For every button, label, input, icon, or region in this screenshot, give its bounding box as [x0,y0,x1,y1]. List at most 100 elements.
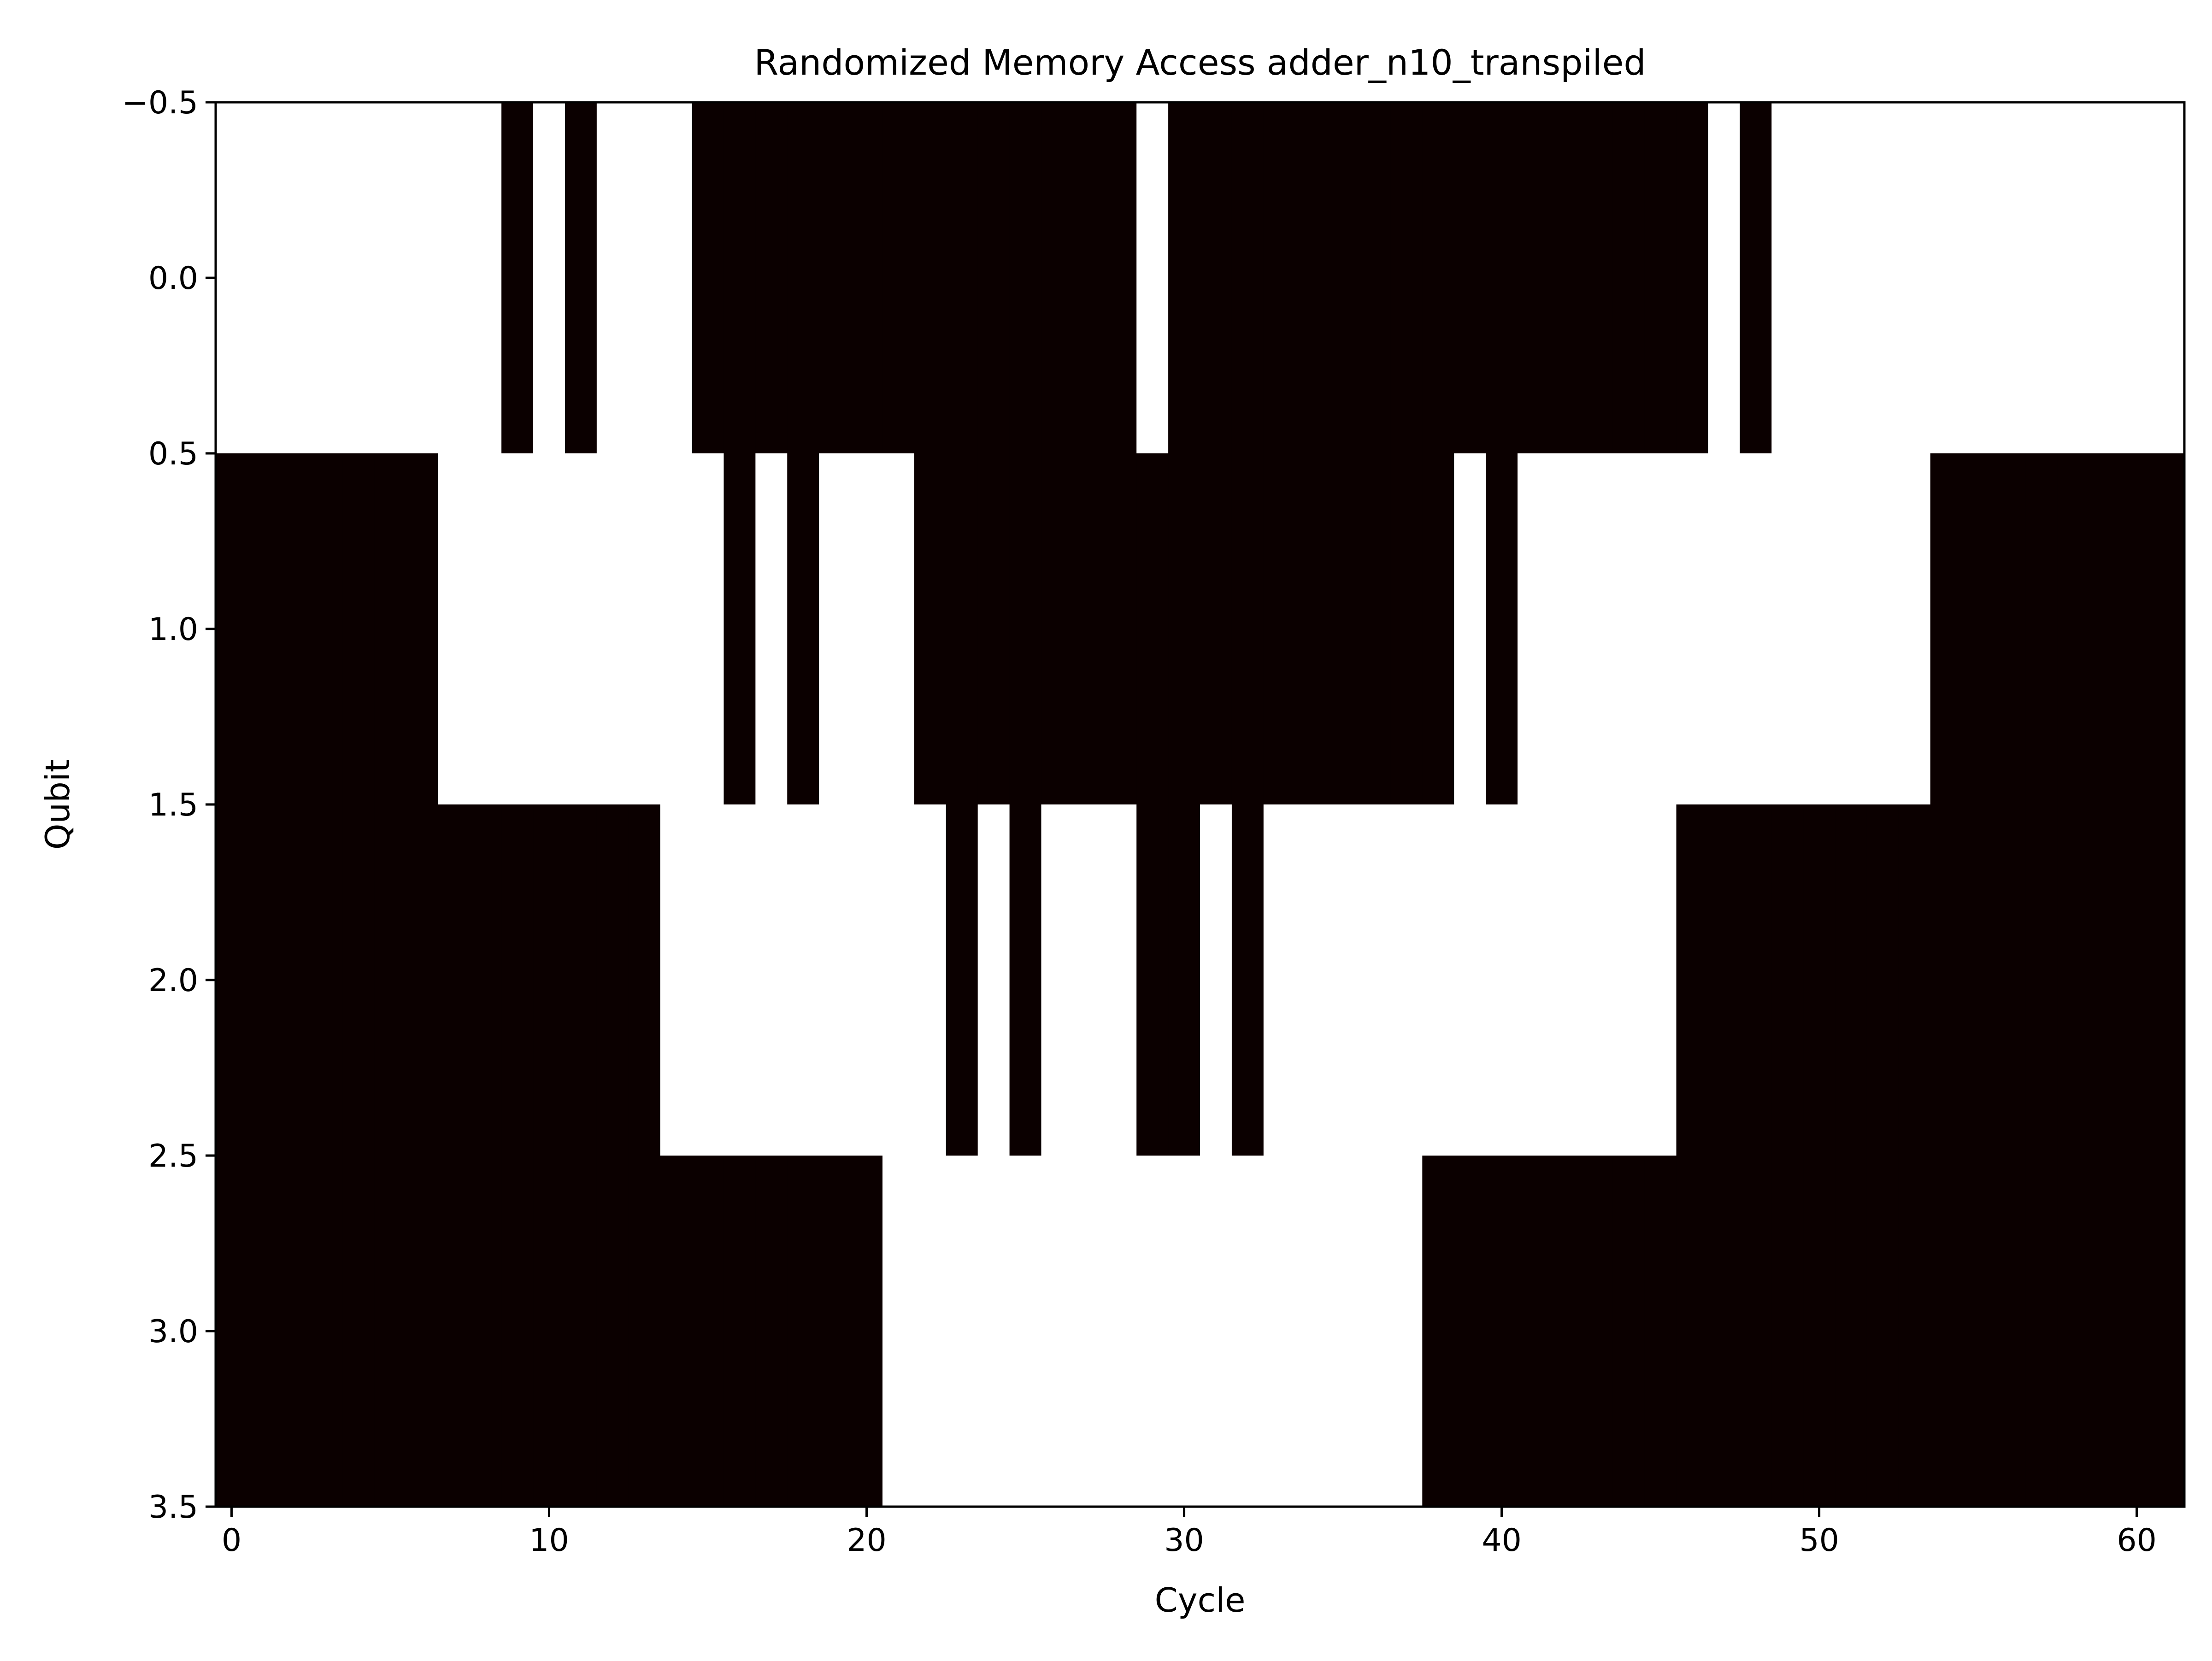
heatmap-cell [1803,804,1835,1156]
heatmap-cell [882,453,915,805]
heatmap-cell [1803,1156,1835,1507]
heatmap-cell [692,453,724,805]
x-tick-label: 30 [1164,1522,1204,1559]
heatmap-cell [660,804,693,1156]
heatmap-cell [1390,453,1423,805]
heatmap-cell [1644,1156,1677,1507]
heatmap-cell [851,453,883,805]
heatmap-cell [247,804,280,1156]
heatmap-cell [501,1156,534,1507]
heatmap-cell [2153,804,2185,1156]
heatmap-cell [216,804,248,1156]
heatmap-cell [1518,453,1550,805]
heatmap-cell [1200,804,1232,1156]
heatmap-cell [724,453,756,805]
heatmap-cell [819,102,851,454]
heatmap-cell [1263,1156,1296,1507]
heatmap-cell [1708,102,1740,454]
heatmap-cell [1866,804,1899,1156]
heatmap-cell [1454,453,1486,805]
heatmap-cell [438,102,470,454]
heatmap-cell [914,453,947,805]
heatmap-cell [2121,102,2153,454]
heatmap-cell [533,1156,565,1507]
y-tick-label: −0.5 [122,85,198,121]
heatmap-cell [1073,453,1105,805]
x-axis-label: Cycle [1155,1581,1246,1620]
heatmap-cell [1168,1156,1200,1507]
heatmap-cell [2089,804,2121,1156]
heatmap-cell [311,1156,343,1507]
heatmap-cell [2089,102,2121,454]
heatmap-cell [1041,453,1073,805]
heatmap-cell [1263,453,1296,805]
heatmap-cell [1930,453,1963,805]
heatmap-cell [1105,1156,1137,1507]
heatmap-cell [787,453,819,805]
heatmap-cell [1422,453,1454,805]
heatmap-cell [1930,804,1963,1156]
heatmap-cell [501,453,534,805]
heatmap-cell [1359,804,1391,1156]
heatmap-cell [1295,1156,1328,1507]
heatmap-cell [1231,804,1264,1156]
heatmap-cell [565,1156,597,1507]
heatmap-cell [851,804,883,1156]
heatmap-cell [216,102,248,454]
heatmap-cell [342,102,375,454]
heatmap-cell [1518,804,1550,1156]
heatmap-cell [1676,804,1709,1156]
heatmap-cell [914,804,947,1156]
y-axis-label: Qubit [38,759,77,850]
heatmap-cell [1041,1156,1073,1507]
heatmap-cell [374,1156,407,1507]
heatmap-cell [1898,102,1931,454]
heatmap-cell [374,453,407,805]
heatmap-cell [1041,102,1073,454]
heatmap-cell [1581,102,1613,454]
heatmap-cell [882,102,915,454]
x-tick-label: 50 [1799,1522,1839,1559]
heatmap-cell [2153,102,2185,454]
heatmap-cell [1231,102,1264,454]
heatmap-cell [470,102,502,454]
heatmap-cell [533,102,565,454]
heatmap-cell [1898,804,1931,1156]
y-tick-label: 2.0 [148,963,198,999]
heatmap-cell [1295,102,1328,454]
heatmap-cell [724,1156,756,1507]
heatmap-cell [1454,1156,1486,1507]
heatmap-cell [1041,804,1073,1156]
heatmap-cell [977,1156,1010,1507]
heatmap-cell [1676,1156,1709,1507]
heatmap-cell [1105,804,1137,1156]
heatmap-cell [1740,804,1772,1156]
heatmap-cell [1581,1156,1613,1507]
heatmap-cell [1200,102,1232,454]
heatmap-cell [1994,804,2026,1156]
y-tick-label: 3.5 [148,1489,198,1526]
heatmap-cell [851,102,883,454]
heatmap-cell [1898,1156,1931,1507]
heatmap-cell [247,102,280,454]
heatmap-cell [819,804,851,1156]
heatmap-cell [2057,102,2089,454]
heatmap-cell [1708,804,1740,1156]
heatmap-cell [914,102,947,454]
x-tick-label: 60 [2117,1522,2157,1559]
heatmap-cell [1422,804,1454,1156]
heatmap-cell [1231,1156,1264,1507]
heatmap-cell [1136,1156,1169,1507]
heatmap-cell [755,102,788,454]
heatmap-cell [1009,102,1042,454]
heatmap-cell [1263,102,1296,454]
heatmap-cell [2025,102,2058,454]
heatmap-cell [406,102,438,454]
heatmap-cell [438,453,470,805]
x-tick-label: 20 [847,1522,887,1559]
heatmap-cell [628,102,661,454]
heatmap-cell [2121,453,2153,805]
heatmap-cell [755,1156,788,1507]
